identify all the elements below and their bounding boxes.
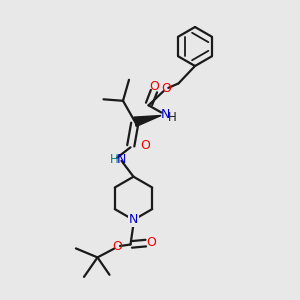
Text: H: H <box>168 111 177 124</box>
Polygon shape <box>134 116 161 127</box>
Text: O: O <box>112 240 122 254</box>
Text: O: O <box>150 80 159 93</box>
Text: O: O <box>162 82 171 95</box>
Text: O: O <box>146 236 156 249</box>
Text: N: N <box>160 108 170 121</box>
Text: O: O <box>141 139 150 152</box>
Text: N: N <box>117 153 126 166</box>
Text: N: N <box>129 213 138 226</box>
Text: H: H <box>110 153 118 166</box>
